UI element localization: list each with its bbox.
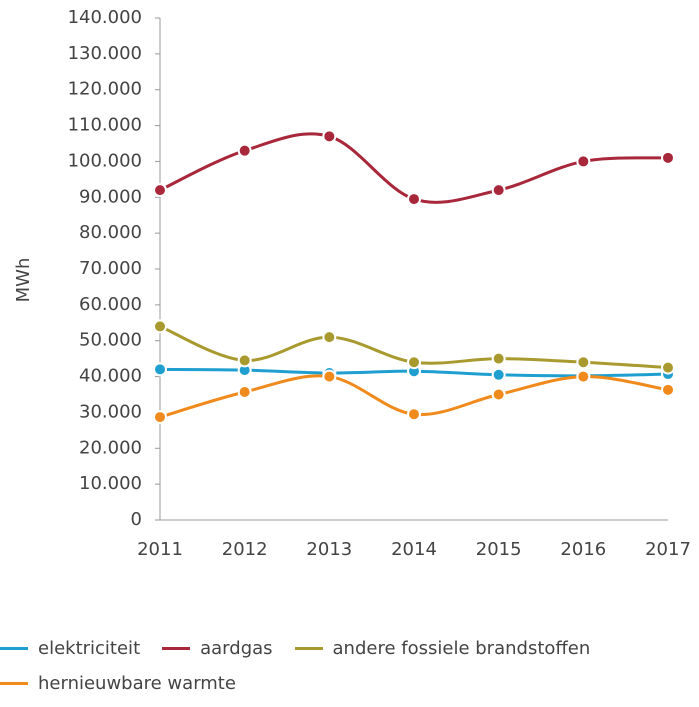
point bbox=[237, 353, 252, 368]
point bbox=[576, 154, 591, 169]
point bbox=[153, 183, 167, 198]
point bbox=[322, 369, 337, 384]
y-tick-label: 140.000 bbox=[68, 7, 142, 28]
line bbox=[159, 132, 669, 204]
x-tick-label: 2014 bbox=[391, 539, 437, 560]
legend-item: elektriciteit bbox=[0, 638, 140, 659]
chart: MWh 0 10.000 20.000 30.000 40.000 50.000 60.00… bbox=[13, 7, 691, 560]
y-tick-label: 0 bbox=[131, 509, 142, 530]
y-tick-label: 120.000 bbox=[68, 79, 142, 100]
point bbox=[576, 369, 591, 384]
legend-swatch bbox=[162, 647, 191, 650]
legend-item: andere fossiele brandstoffen bbox=[294, 638, 591, 659]
legend-swatch bbox=[0, 647, 28, 650]
y-tick-label: 50.000 bbox=[79, 330, 142, 351]
x-tick-label: 2015 bbox=[476, 539, 522, 560]
point bbox=[491, 387, 506, 402]
point bbox=[661, 360, 675, 375]
legend-swatch bbox=[294, 647, 323, 650]
legend-label: andere fossiele brandstoffen bbox=[332, 638, 591, 659]
y-tick-label: 20.000 bbox=[79, 437, 142, 458]
point bbox=[407, 355, 421, 370]
point bbox=[153, 319, 167, 334]
legend-swatch bbox=[0, 682, 28, 685]
x-tick-label: 2013 bbox=[306, 539, 352, 560]
point bbox=[491, 367, 506, 382]
legend-label: elektriciteit bbox=[38, 638, 141, 659]
point bbox=[491, 183, 506, 198]
y-tick-label: 100.000 bbox=[68, 150, 142, 171]
y-tick-label: 40.000 bbox=[79, 366, 142, 387]
point bbox=[322, 330, 337, 345]
legend: elektriciteit aardgas andere fossiele bran… bbox=[0, 638, 699, 694]
y-tick-label: 70.000 bbox=[79, 258, 142, 279]
point bbox=[407, 192, 421, 207]
point bbox=[576, 355, 591, 370]
legend-label: aardgas bbox=[200, 638, 273, 659]
point bbox=[153, 362, 167, 377]
y-tick-label: 80.000 bbox=[79, 222, 142, 243]
point bbox=[153, 410, 167, 425]
point bbox=[661, 382, 675, 397]
legend-label: hernieuwbare warmte bbox=[38, 673, 236, 694]
y-axis-label: MWh bbox=[13, 258, 34, 303]
y-tick-label: 90.000 bbox=[79, 186, 142, 207]
point bbox=[322, 129, 337, 144]
point bbox=[407, 407, 421, 422]
x-tick-label: 2011 bbox=[137, 539, 183, 560]
y-tick-label: 130.000 bbox=[68, 43, 142, 64]
point bbox=[237, 384, 252, 399]
y-tick-label: 10.000 bbox=[79, 473, 142, 494]
x-tick-label: 2012 bbox=[222, 539, 268, 560]
point bbox=[661, 150, 675, 165]
legend-item: aardgas bbox=[162, 638, 273, 659]
y-tick-label: 60.000 bbox=[79, 294, 142, 315]
x-tick-label: 2016 bbox=[560, 539, 606, 560]
point bbox=[491, 351, 506, 366]
legend-item: hernieuwbare warmte bbox=[0, 673, 236, 694]
x-tick-label: 2017 bbox=[645, 539, 691, 560]
y-tick-label: 110.000 bbox=[68, 115, 142, 136]
y-tick-label: 30.000 bbox=[79, 401, 142, 422]
point bbox=[237, 143, 252, 158]
